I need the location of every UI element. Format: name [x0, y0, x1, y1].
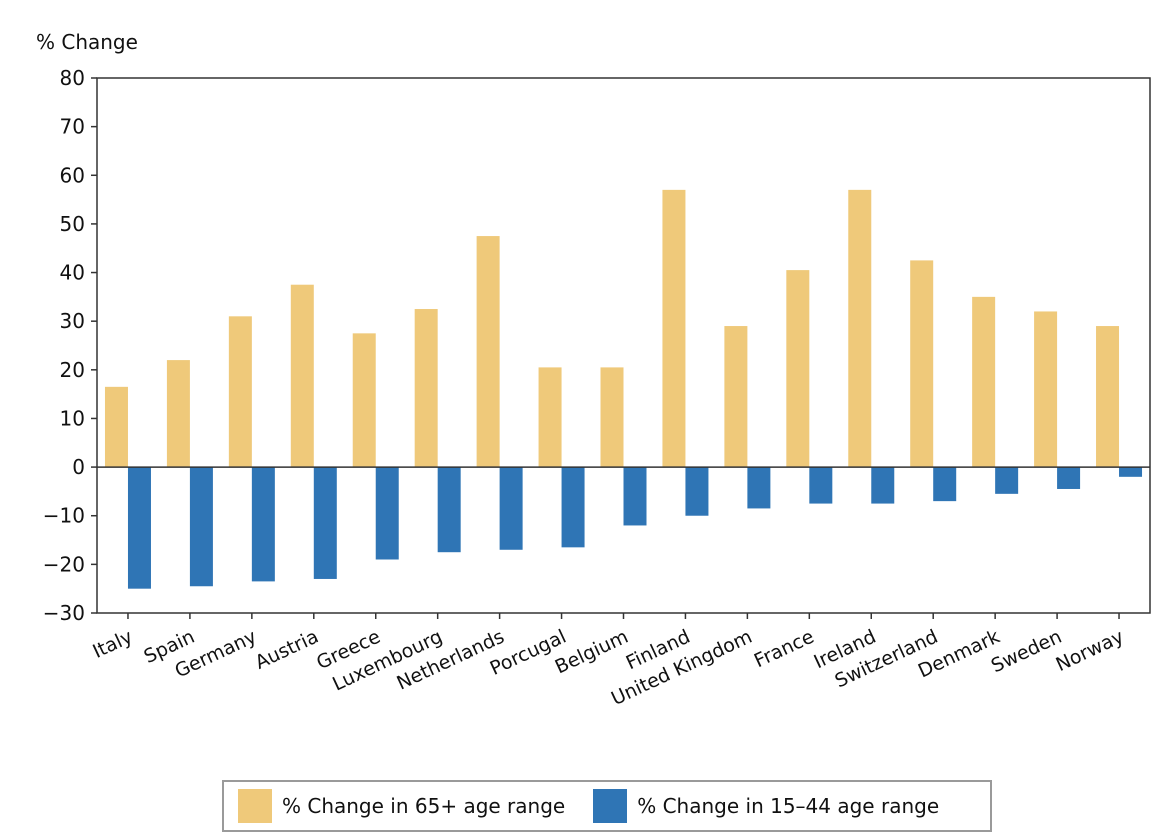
bar-15-44 — [561, 467, 585, 548]
bar-65plus — [414, 309, 438, 468]
x-tick-label: Sweden — [988, 626, 1065, 678]
bar-65plus — [786, 270, 810, 468]
y-tick-label: 80 — [60, 66, 85, 90]
bar-15-44 — [1119, 467, 1143, 477]
y-tick-label: 70 — [60, 115, 85, 139]
bar-65plus — [538, 367, 562, 468]
bar-65plus — [352, 333, 376, 468]
bar-15-44 — [375, 467, 399, 560]
bar-15-44 — [313, 467, 337, 579]
y-tick-label: 50 — [60, 212, 85, 236]
y-tick-label: −30 — [43, 601, 85, 625]
bar-15-44 — [685, 467, 709, 516]
y-tick-label: 60 — [60, 163, 85, 187]
bar-65plus — [848, 189, 872, 468]
y-tick-label: −20 — [43, 552, 85, 576]
y-tick-label: 10 — [60, 406, 85, 430]
bar-15-44 — [623, 467, 647, 526]
y-tick-label: 0 — [72, 455, 85, 479]
y-tick-label: −10 — [43, 504, 85, 528]
bar-65plus — [1096, 326, 1120, 468]
bar-65plus — [228, 316, 252, 468]
x-tick-label: Norway — [1053, 626, 1128, 676]
legend-swatch-65plus — [238, 789, 272, 823]
bar-15-44 — [871, 467, 895, 504]
x-tick-label: Italy — [89, 626, 136, 663]
y-tick-label: 40 — [60, 261, 85, 285]
bar-65plus — [662, 189, 686, 468]
legend: % Change in 65+ age range % Change in 15… — [222, 780, 992, 832]
bar-15-44 — [251, 467, 275, 582]
bar-65plus — [910, 260, 934, 468]
y-tick-label: 20 — [60, 358, 85, 382]
bar-65plus — [104, 386, 128, 468]
y-axis-title: % Change — [36, 30, 138, 54]
y-tick-label: 30 — [60, 309, 85, 333]
legend-label-65plus: % Change in 65+ age range — [282, 794, 566, 818]
bar-65plus — [166, 360, 190, 468]
bar-15-44 — [1057, 467, 1081, 489]
legend-swatch-15-44 — [593, 789, 628, 823]
bar-15-44 — [499, 467, 523, 550]
bar-65plus — [724, 326, 748, 468]
bar-65plus — [290, 284, 314, 468]
bar-15-44 — [437, 467, 461, 553]
bar-65plus — [600, 367, 624, 468]
x-tick-label: Austria — [252, 626, 322, 674]
legend-item-15-44: % Change in 15–44 age range — [593, 789, 939, 823]
x-tick-label: France — [751, 626, 818, 673]
legend-label-15-44: % Change in 15–44 age range — [637, 794, 940, 818]
legend-item-65plus: % Change in 65+ age range — [238, 789, 565, 823]
bar-65plus — [972, 296, 996, 468]
bar-15-44 — [933, 467, 957, 502]
bar-65plus — [1034, 311, 1058, 468]
bar-15-44 — [189, 467, 213, 587]
bar-15-44 — [127, 467, 151, 589]
bar-15-44 — [809, 467, 833, 504]
bar-15-44 — [995, 467, 1019, 494]
bar-15-44 — [747, 467, 771, 509]
bar-65plus — [476, 236, 500, 468]
